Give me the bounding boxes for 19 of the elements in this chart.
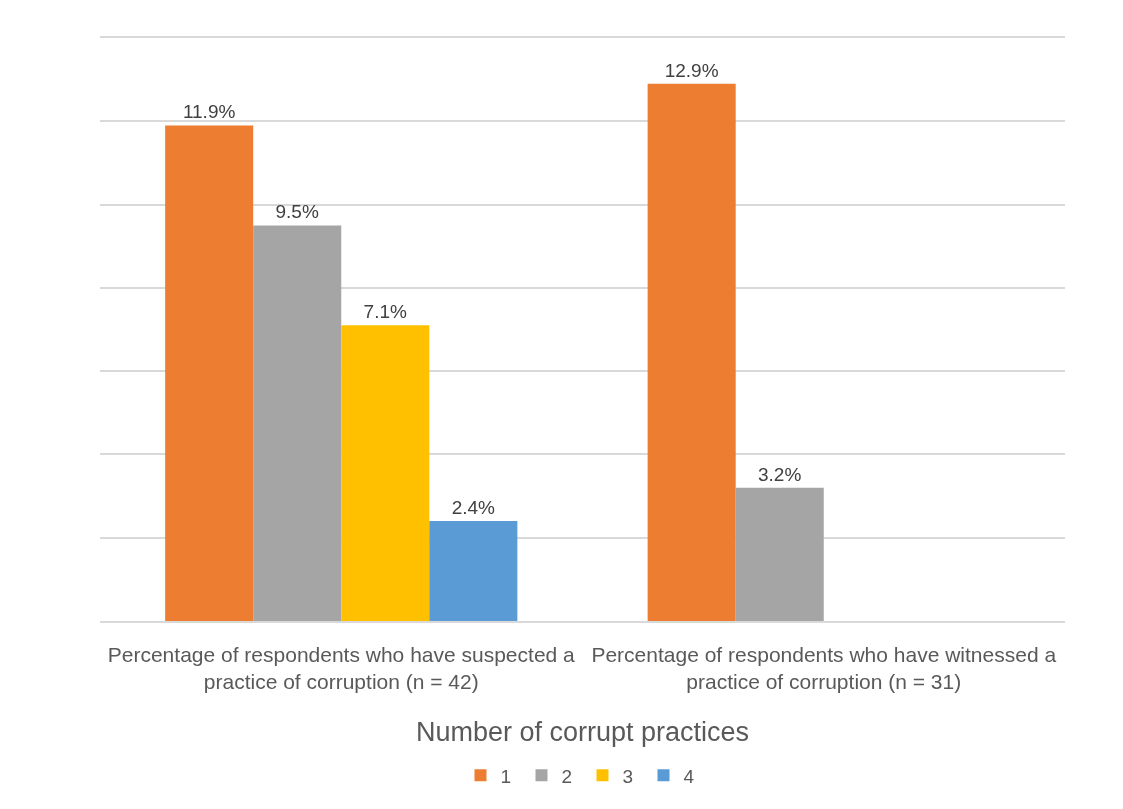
legend-label: 4 bbox=[683, 765, 695, 787]
data-label: 2.4% bbox=[451, 497, 496, 519]
data-label: 3.2% bbox=[758, 463, 802, 485]
bar bbox=[341, 325, 430, 621]
data-label: 9.5% bbox=[275, 201, 319, 223]
bar bbox=[735, 487, 824, 621]
x-tick-label: Percentage of respondents who have suspected a practice of corruption (n = 42) bbox=[107, 642, 576, 694]
bar bbox=[647, 83, 736, 621]
legend-label: 1 bbox=[500, 765, 512, 787]
data-label: 7.1% bbox=[363, 301, 407, 323]
x-tick-label: Percentage of respondents who have witnessed a practice of corruption (n = 31) bbox=[591, 642, 1057, 694]
x-axis-title: Number of corrupt practices bbox=[415, 717, 750, 748]
bar bbox=[253, 225, 342, 621]
bar bbox=[429, 521, 518, 621]
data-label: 11.9% bbox=[182, 101, 236, 123]
legend-label: 3 bbox=[622, 765, 634, 787]
bar bbox=[165, 125, 254, 621]
data-label: 12.9% bbox=[664, 59, 719, 81]
legend-label: 2 bbox=[561, 765, 573, 787]
